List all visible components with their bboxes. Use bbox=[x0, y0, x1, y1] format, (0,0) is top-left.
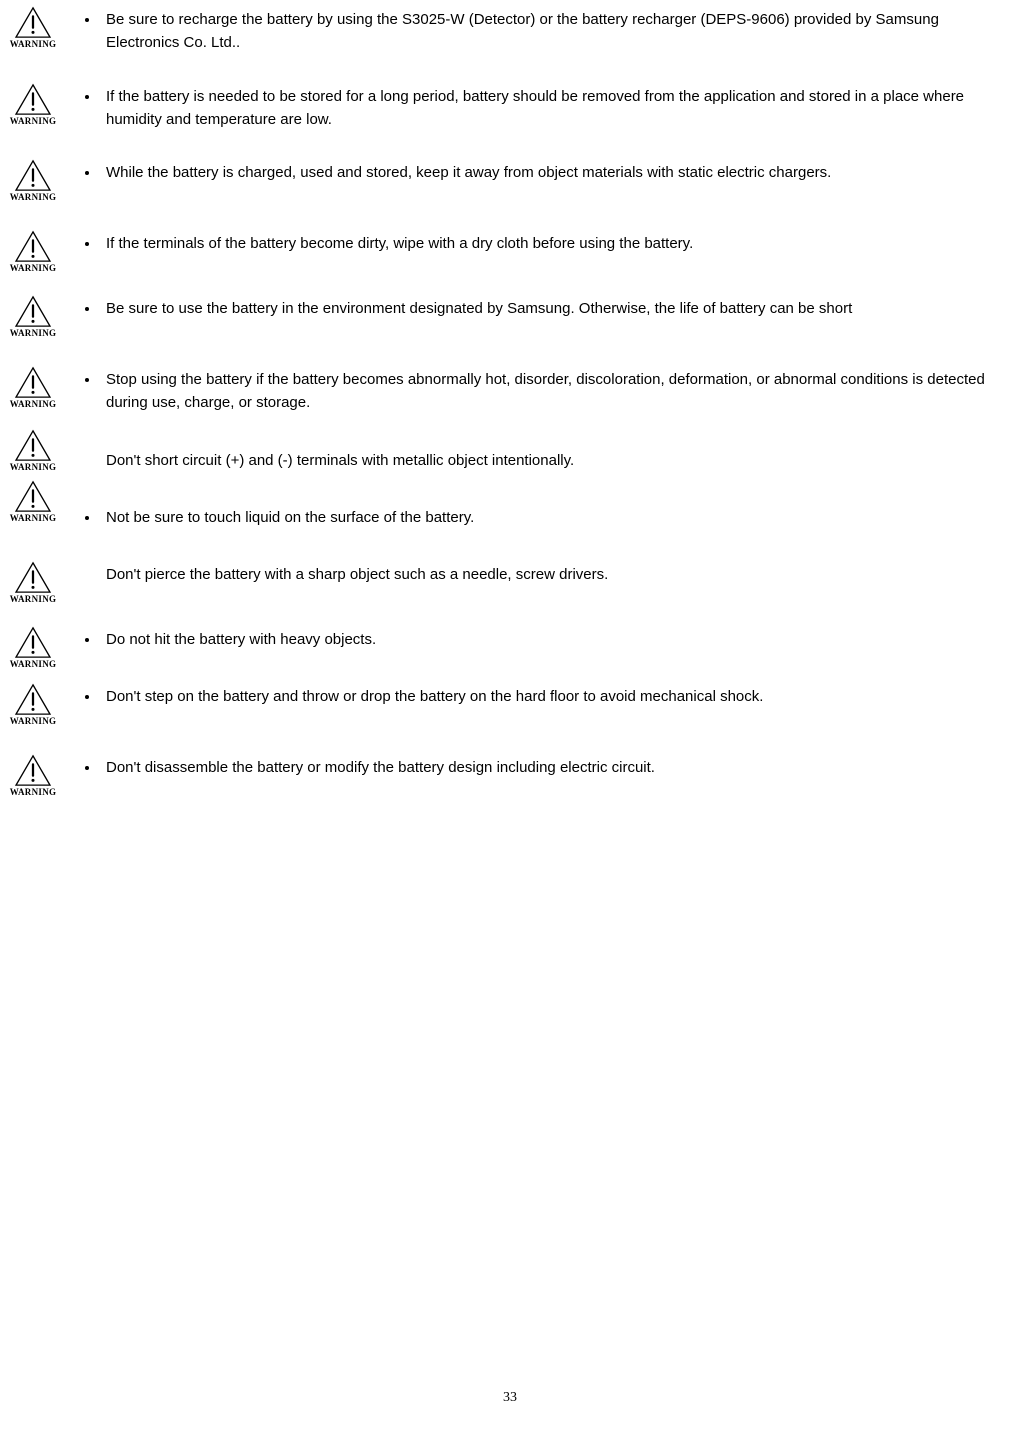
warning-text: Be sure to use the battery in the enviro… bbox=[58, 295, 1014, 320]
warning-row: WARNING Be sure to use the battery in th… bbox=[0, 295, 1020, 338]
warning-text: Don't pierce the battery with a sharp ob… bbox=[58, 561, 1014, 586]
warning-bullet: Stop using the battery if the battery be… bbox=[100, 368, 1014, 415]
warning-text: If the battery is needed to be stored fo… bbox=[58, 83, 1014, 132]
warning-row: WARNING If the terminals of the battery … bbox=[0, 230, 1020, 273]
warning-bullet: If the battery is needed to be stored fo… bbox=[100, 85, 1014, 132]
warning-bullet: Do not hit the battery with heavy object… bbox=[100, 628, 1014, 651]
warning-icon-block: WARNING bbox=[8, 429, 58, 472]
warning-row: WARNING If the battery is needed to be s… bbox=[0, 83, 1020, 132]
warning-triangle-icon bbox=[14, 429, 52, 462]
page-number: 33 bbox=[0, 1390, 1020, 1406]
warning-row: WARNING While the battery is charged, us… bbox=[0, 159, 1020, 202]
warning-triangle-icon bbox=[14, 561, 52, 594]
warning-row: WARNING Stop using the battery if the ba… bbox=[0, 366, 1020, 415]
warning-triangle-icon bbox=[14, 480, 52, 513]
warning-label: WARNING bbox=[8, 39, 58, 49]
warning-text: Stop using the battery if the battery be… bbox=[58, 366, 1014, 415]
warning-label: WARNING bbox=[8, 462, 58, 472]
warning-bullet: Be sure to use the battery in the enviro… bbox=[100, 297, 1014, 320]
warning-row: WARNING Don't disassemble the battery or… bbox=[0, 754, 1020, 797]
warning-text: While the battery is charged, used and s… bbox=[58, 159, 1014, 184]
warning-icon-block: WARNING bbox=[8, 480, 58, 523]
warning-icon-block: WARNING bbox=[8, 626, 58, 669]
warning-triangle-icon bbox=[14, 754, 52, 787]
warning-row: WARNING Be sure to recharge the battery … bbox=[0, 6, 1020, 55]
warning-triangle-icon bbox=[14, 83, 52, 116]
warning-label: WARNING bbox=[8, 716, 58, 726]
warning-row-stacked: WARNING WARNING Don't short circuit (+) … bbox=[0, 429, 1020, 531]
warning-bullet: Don't disassemble the battery or modify … bbox=[100, 756, 1014, 779]
warning-text: Don't step on the battery and throw or d… bbox=[58, 683, 1014, 708]
warning-icon-stack: WARNING WARNING bbox=[8, 429, 58, 531]
warning-triangle-icon bbox=[14, 159, 52, 192]
warning-label: WARNING bbox=[8, 513, 58, 523]
warning-bullet: Not be sure to touch liquid on the surfa… bbox=[100, 506, 1014, 529]
warning-bullet: If the terminals of the battery become d… bbox=[100, 232, 1014, 255]
warning-label: WARNING bbox=[8, 399, 58, 409]
warning-bullet: While the battery is charged, used and s… bbox=[100, 161, 1014, 184]
warning-row: WARNING Do not hit the battery with heav… bbox=[0, 626, 1020, 669]
warning-row: WARNING Don't pierce the battery with a … bbox=[0, 561, 1020, 604]
warning-label: WARNING bbox=[8, 263, 58, 273]
warning-bullet: Don't step on the battery and throw or d… bbox=[100, 685, 1014, 708]
warning-icon-block: WARNING bbox=[8, 6, 58, 49]
warning-text-group: Don't short circuit (+) and (-) terminal… bbox=[58, 429, 1014, 530]
warning-text: If the terminals of the battery become d… bbox=[58, 230, 1014, 255]
warning-icon-block: WARNING bbox=[8, 83, 58, 126]
warning-triangle-icon bbox=[14, 683, 52, 716]
warning-text: Don't disassemble the battery or modify … bbox=[58, 754, 1014, 779]
warning-triangle-icon bbox=[14, 366, 52, 399]
warning-icon-block: WARNING bbox=[8, 159, 58, 202]
warning-row: WARNING Don't step on the battery and th… bbox=[0, 683, 1020, 726]
warning-label: WARNING bbox=[8, 659, 58, 669]
warning-icon-block: WARNING bbox=[8, 683, 58, 726]
warning-label: WARNING bbox=[8, 116, 58, 126]
warning-triangle-icon bbox=[14, 6, 52, 39]
warning-label: WARNING bbox=[8, 594, 58, 604]
warning-plain: Don't pierce the battery with a sharp ob… bbox=[70, 563, 1014, 586]
warning-icon-block: WARNING bbox=[8, 754, 58, 797]
warning-icon-block: WARNING bbox=[8, 230, 58, 273]
warning-text: Don't short circuit (+) and (-) terminal… bbox=[70, 431, 1014, 472]
warning-triangle-icon bbox=[14, 626, 52, 659]
warning-label: WARNING bbox=[8, 192, 58, 202]
warning-text: Be sure to recharge the battery by using… bbox=[58, 6, 1014, 55]
warning-icon-block: WARNING bbox=[8, 561, 58, 604]
warning-label: WARNING bbox=[8, 787, 58, 797]
warning-triangle-icon bbox=[14, 295, 52, 328]
warning-icon-block: WARNING bbox=[8, 295, 58, 338]
warning-label: WARNING bbox=[8, 328, 58, 338]
warning-text: Do not hit the battery with heavy object… bbox=[58, 626, 1014, 651]
warning-triangle-icon bbox=[14, 230, 52, 263]
warning-icon-block: WARNING bbox=[8, 366, 58, 409]
warning-bullet: Be sure to recharge the battery by using… bbox=[100, 8, 1014, 55]
